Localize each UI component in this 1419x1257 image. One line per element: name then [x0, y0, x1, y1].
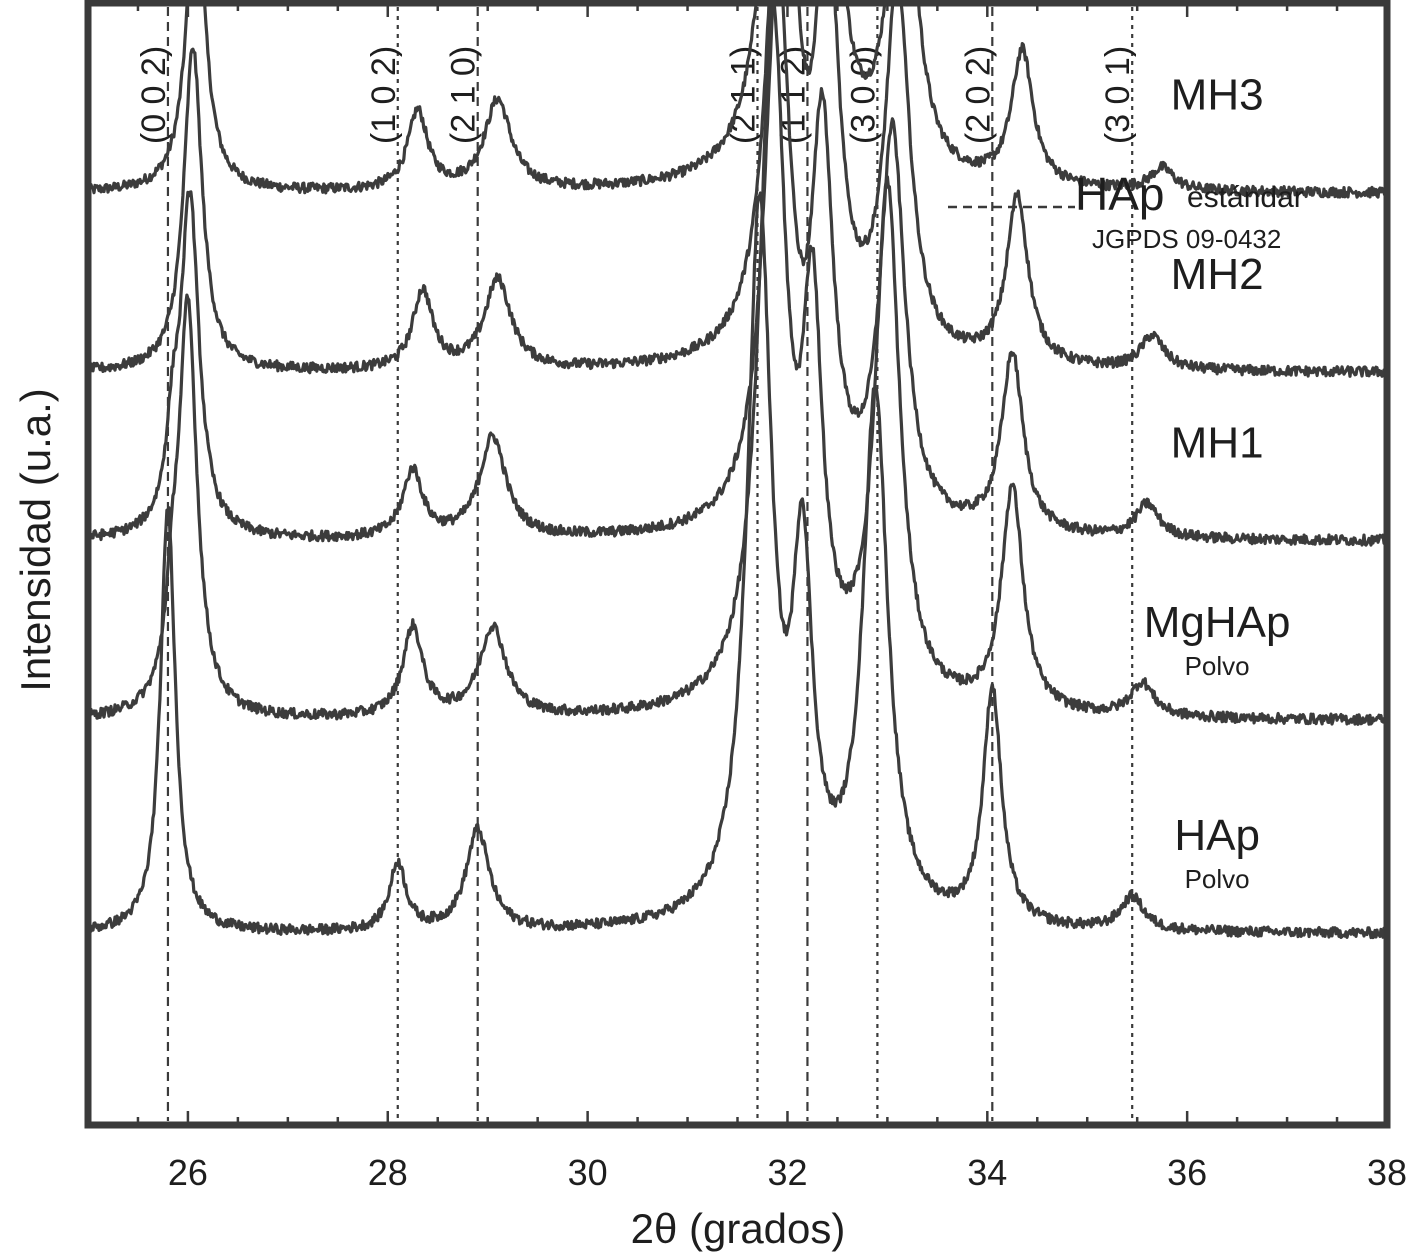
x-tick-label: 38 [1367, 1152, 1407, 1193]
reference-hkl-label: (3 0 1) [1099, 46, 1137, 144]
series-traces [86, 0, 1389, 940]
series-trace [86, 0, 1389, 199]
reference-hkl-label: (3 0 0) [844, 46, 882, 144]
series-trace [86, 0, 1389, 378]
series-sublabel: Polvo [1185, 651, 1250, 681]
axis-ticks [86, 3, 1389, 1125]
reference-hkl-label: (0 0 2) [135, 46, 173, 144]
series-label: MH2 [1171, 250, 1264, 299]
reference-labels: (0 0 2) (1 0 2) (2 1 0) (2 1 1) (1 1 2) (3 0 … [135, 46, 1137, 144]
series-label: MgHAp [1144, 598, 1291, 647]
reference-hkl-label: (2 0 2) [959, 46, 997, 144]
x-tick-labels: 26 28 30 32 34 36 38 [168, 1152, 1407, 1193]
x-tick-label: 26 [168, 1152, 208, 1193]
y-axis-label: Intensidad (u.a.) [12, 388, 59, 692]
reference-hkl-label: (2 1 0) [445, 46, 483, 144]
series-trace [86, 191, 1389, 940]
series-label: MH3 [1171, 71, 1264, 120]
legend-main: HAp [1075, 168, 1164, 220]
x-tick-label: 30 [568, 1152, 608, 1193]
series-trace [86, 0, 1389, 726]
series-trace [87, 0, 1388, 547]
reference-hkl-label: (1 0 2) [365, 46, 403, 144]
x-tick-label: 28 [368, 1152, 408, 1193]
plot-frame [84, 0, 1391, 1129]
series-label: MH1 [1171, 418, 1264, 467]
series-labels: MH3 MH2 MH1 MgHAp Polvo HAp Polvo [1144, 71, 1291, 895]
x-axis-label: 2θ (grados) [631, 1205, 846, 1252]
x-tick-label: 34 [967, 1152, 1007, 1193]
legend-sub: estándar [1187, 181, 1304, 214]
legend-code: JGPDS 09-0432 [1092, 224, 1281, 254]
x-tick-label: 32 [767, 1152, 807, 1193]
series-label: HAp [1174, 811, 1260, 860]
series-sublabel: Polvo [1185, 864, 1250, 894]
x-tick-label: 36 [1167, 1152, 1207, 1193]
legend: HAp estándar JGPDS 09-0432 [948, 168, 1304, 254]
